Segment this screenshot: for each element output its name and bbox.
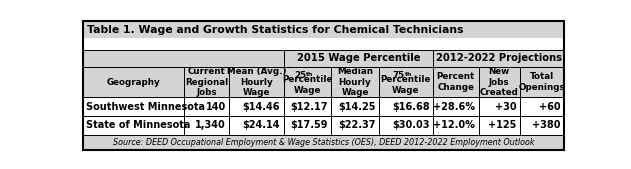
- Text: 75: 75: [393, 71, 405, 80]
- Bar: [520, 97, 564, 116]
- Text: $14.46: $14.46: [243, 102, 280, 112]
- Bar: [331, 116, 379, 135]
- Text: +12.0%: +12.0%: [433, 120, 475, 130]
- Bar: [379, 116, 433, 135]
- Bar: [478, 67, 520, 97]
- Text: 2012-2022 Projections: 2012-2022 Projections: [435, 53, 562, 63]
- Bar: [520, 67, 564, 97]
- Text: $22.37: $22.37: [338, 120, 375, 130]
- Text: 2015 Wage Percentile: 2015 Wage Percentile: [297, 53, 420, 63]
- Bar: [433, 97, 478, 116]
- Bar: [184, 67, 229, 97]
- Text: th: th: [307, 72, 314, 77]
- Text: $12.17: $12.17: [290, 102, 327, 112]
- Text: Source: DEED Occupational Employment & Wage Statistics (OES), DEED 2012-2022 Emp: Source: DEED Occupational Employment & W…: [113, 138, 534, 147]
- Bar: [184, 116, 229, 135]
- Text: Total
Openings: Total Openings: [519, 73, 565, 92]
- Text: $24.14: $24.14: [243, 120, 280, 130]
- Bar: [283, 67, 331, 97]
- Bar: [520, 116, 564, 135]
- Bar: [83, 97, 184, 116]
- Text: $17.59: $17.59: [290, 120, 327, 130]
- Text: Percentile
Wage: Percentile Wage: [380, 76, 431, 95]
- Bar: [229, 116, 283, 135]
- Text: $14.25: $14.25: [338, 102, 375, 112]
- Bar: [83, 67, 184, 97]
- Text: +125: +125: [488, 120, 517, 130]
- Text: Percentile
Wage: Percentile Wage: [282, 76, 333, 95]
- Bar: [283, 97, 331, 116]
- Text: Percent
Change: Percent Change: [437, 73, 475, 92]
- Text: +28.6%: +28.6%: [433, 102, 475, 112]
- Text: 140: 140: [206, 102, 226, 112]
- Text: Table 1. Wage and Growth Statistics for Chemical Technicians: Table 1. Wage and Growth Statistics for …: [86, 25, 463, 35]
- Bar: [478, 97, 520, 116]
- Bar: [83, 135, 564, 150]
- Bar: [433, 116, 478, 135]
- Bar: [433, 67, 478, 97]
- Bar: [331, 97, 379, 116]
- Text: New
Jobs
Created: New Jobs Created: [480, 67, 519, 97]
- Bar: [83, 50, 283, 67]
- Text: Geography: Geography: [107, 78, 160, 87]
- Bar: [83, 21, 564, 38]
- Text: Current
Regional
Jobs: Current Regional Jobs: [185, 67, 228, 97]
- Text: Mean (Avg.)
Hourly
Wage: Mean (Avg.) Hourly Wage: [227, 67, 286, 97]
- Text: 1,340: 1,340: [195, 120, 226, 130]
- Text: $30.03: $30.03: [392, 120, 430, 130]
- Bar: [379, 97, 433, 116]
- Text: th: th: [405, 72, 412, 77]
- Bar: [433, 50, 564, 67]
- Text: +380: +380: [532, 120, 560, 130]
- Bar: [478, 116, 520, 135]
- Text: 25: 25: [294, 71, 307, 80]
- Text: +30: +30: [495, 102, 517, 112]
- Bar: [83, 38, 564, 50]
- Bar: [283, 116, 331, 135]
- Bar: [331, 67, 379, 97]
- Bar: [283, 50, 433, 67]
- Bar: [229, 67, 283, 97]
- Text: Median
Hourly
Wage: Median Hourly Wage: [337, 67, 373, 97]
- Text: $16.68: $16.68: [392, 102, 430, 112]
- Bar: [83, 116, 184, 135]
- Text: State of Minnesota: State of Minnesota: [86, 120, 191, 130]
- Bar: [184, 97, 229, 116]
- Bar: [229, 97, 283, 116]
- Text: Southwest Minnesota: Southwest Minnesota: [86, 102, 205, 112]
- Bar: [379, 67, 433, 97]
- Text: +60: +60: [539, 102, 560, 112]
